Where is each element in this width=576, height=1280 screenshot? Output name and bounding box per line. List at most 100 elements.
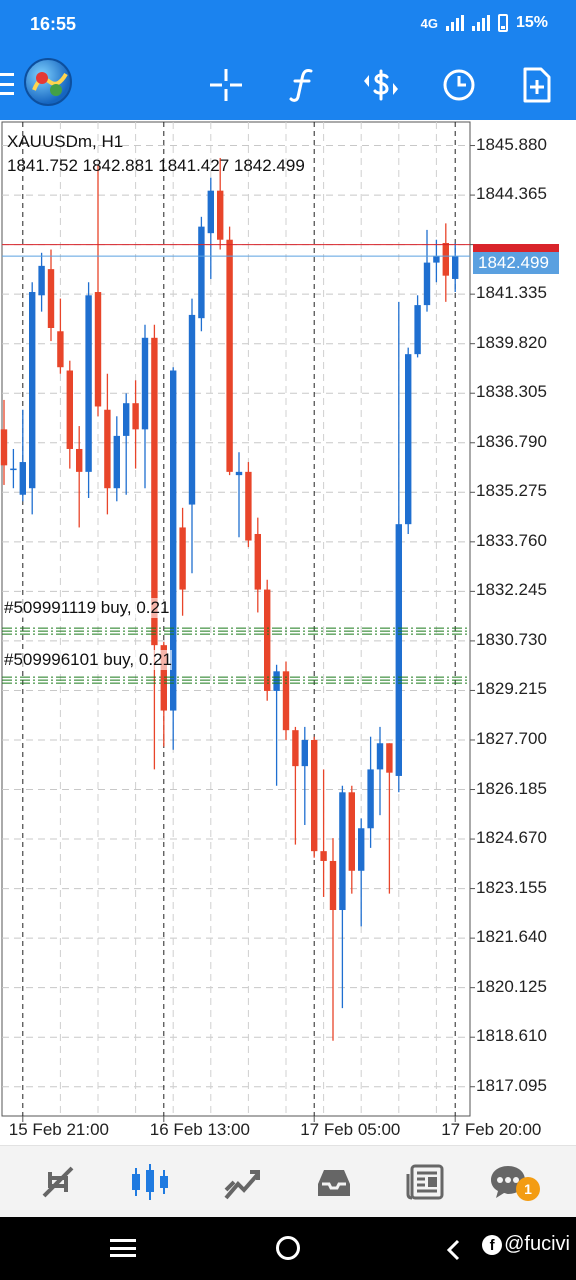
crosshair-icon[interactable]: [203, 62, 249, 108]
candle-body: [386, 743, 393, 773]
candle-body: [207, 190, 214, 234]
candle-body: [245, 471, 252, 541]
candle-body: [414, 305, 421, 355]
candle-body: [405, 354, 412, 525]
candle-body: [188, 314, 196, 505]
menu-icon[interactable]: [0, 73, 14, 95]
symbol-label: XAUUSDm, H1: [7, 132, 124, 151]
current-price-tag: 1842.499: [473, 252, 559, 274]
order-label-1[interactable]: #509991119 buy, 0.21: [4, 598, 170, 618]
back-button[interactable]: [446, 1239, 460, 1266]
candle-body: [282, 671, 290, 731]
candle-body: [395, 524, 402, 776]
network-type: 4G: [420, 15, 438, 31]
candle-body: [76, 448, 83, 472]
candle-body: [217, 190, 224, 240]
home-button[interactable]: [276, 1236, 300, 1260]
candle-body: [292, 730, 299, 767]
x-tick-label: 17 Feb 05:00: [300, 1120, 401, 1139]
candle-body: [179, 527, 186, 590]
recents-button[interactable]: [110, 1239, 136, 1257]
candle-body: [301, 739, 308, 767]
y-tick-label: 1835.275: [476, 481, 547, 501]
quotes-nav-icon[interactable]: [36, 1160, 80, 1204]
candle-body: [339, 792, 346, 911]
ohlc-readout: 1841.752 1842.881 1841.427 1842.499: [7, 156, 305, 175]
y-tick-label: 1829.215: [476, 679, 547, 699]
x-tick-label: 15 Feb 21:00: [8, 1120, 109, 1139]
indicators-icon[interactable]: [280, 62, 326, 108]
y-tick-label: 1830.730: [476, 629, 547, 649]
candle-body: [433, 256, 440, 263]
watermark: f @fucivi: [482, 1233, 570, 1256]
candle-body: [273, 671, 280, 691]
candle-body: [423, 262, 431, 306]
candle-body: [94, 292, 102, 407]
candle-body: [264, 589, 271, 691]
candle-body: [358, 828, 365, 871]
messages-badge: 1: [516, 1177, 540, 1201]
battery-level: 15%: [515, 14, 548, 31]
candlestick-chart[interactable]: [0, 120, 576, 1145]
y-tick-label: 1820.125: [476, 976, 547, 996]
chart-nav-icon[interactable]: [128, 1160, 172, 1204]
plot-frame: [1, 121, 471, 1117]
candle-body: [367, 769, 374, 829]
candle-body: [160, 645, 167, 711]
candle-body: [348, 792, 355, 871]
candle-body: [442, 242, 449, 276]
signal-icon-2: [471, 15, 490, 31]
candle-body: [170, 370, 177, 711]
status-time: 16:55: [30, 14, 77, 34]
candle-body: [0, 429, 8, 466]
candle-body: [226, 239, 233, 472]
battery-icon: [497, 14, 508, 32]
x-tick-label: 16 Feb 13:00: [149, 1120, 250, 1139]
bottom-nav: [0, 1145, 576, 1217]
y-tick-label: 1844.365: [476, 184, 547, 204]
candle-body: [57, 331, 64, 368]
trade-nav-icon[interactable]: [220, 1160, 264, 1204]
timeframe-clock-icon[interactable]: [436, 62, 482, 108]
history-nav-icon[interactable]: [312, 1160, 356, 1204]
toolbar: [0, 50, 576, 120]
y-tick-label: 1827.700: [476, 728, 547, 748]
y-tick-label: 1818.610: [476, 1026, 547, 1046]
bid-price-tag: [473, 244, 559, 254]
candle-body: [235, 471, 243, 476]
watermark-handle: @fucivi: [504, 1233, 570, 1255]
y-tick-label: 1836.790: [476, 431, 547, 451]
y-tick-label: 1838.305: [476, 382, 547, 402]
facebook-icon: f: [482, 1234, 503, 1255]
y-tick-label: 1845.880: [476, 134, 547, 154]
candle-body: [329, 860, 337, 911]
y-tick-label: 1839.820: [476, 332, 547, 352]
candle-body: [254, 533, 261, 590]
signal-icon: [445, 15, 464, 31]
candle-body: [132, 403, 139, 430]
trade-icon[interactable]: [358, 62, 404, 108]
y-tick-label: 1841.335: [476, 283, 547, 303]
candle-body: [198, 226, 205, 319]
candle-body: [85, 295, 92, 472]
candle-body: [10, 468, 17, 471]
candle-body: [311, 739, 318, 852]
candle-body: [47, 269, 55, 328]
candle-body: [151, 337, 158, 646]
app-logo[interactable]: [24, 58, 72, 106]
status-indicators: 4G 15%: [421, 14, 548, 32]
candle-body: [104, 409, 111, 489]
y-tick-label: 1833.760: [476, 530, 547, 550]
y-tick-label: 1832.245: [476, 580, 547, 600]
candle-body: [320, 851, 327, 861]
order-label-2[interactable]: #509996101 buy, 0.21: [4, 650, 172, 670]
candle-body: [123, 403, 130, 436]
chart-area[interactable]: XAUUSDm, H1 1841.752 1842.881 1841.427 1…: [0, 120, 576, 1145]
y-tick-label: 1823.155: [476, 877, 547, 897]
new-order-icon[interactable]: [514, 62, 560, 108]
candle-body: [19, 462, 26, 495]
candle-body: [38, 265, 45, 296]
y-tick-label: 1824.670: [476, 828, 547, 848]
news-nav-icon[interactable]: [404, 1160, 448, 1204]
x-tick-label: 17 Feb 20:00: [441, 1120, 542, 1139]
